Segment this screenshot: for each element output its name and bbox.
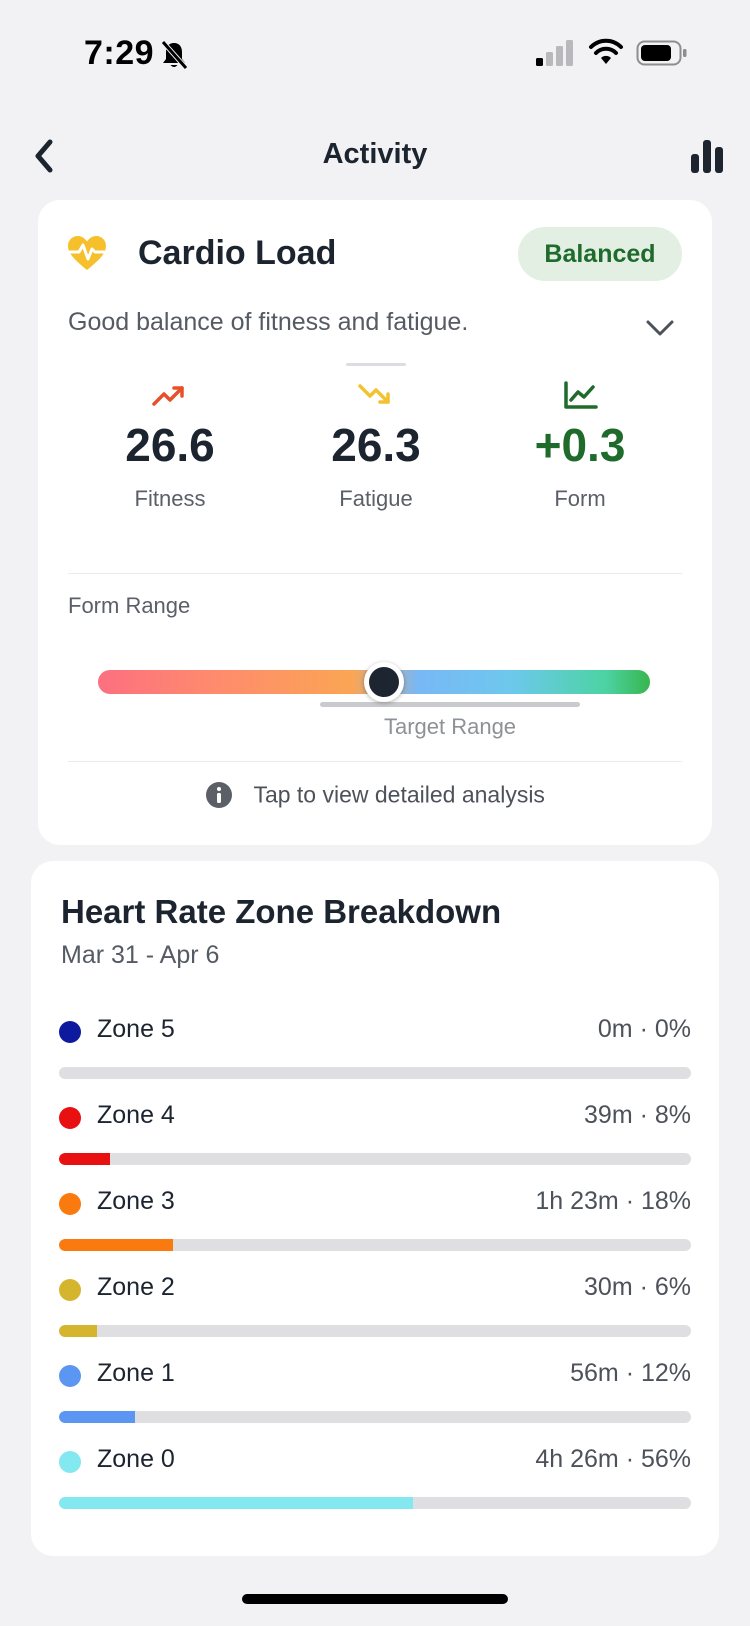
zone-progress-track (59, 1325, 691, 1337)
zone-name: Zone 1 (97, 1359, 175, 1387)
zone-row: Zone 0 4h 26m · 56% (59, 1439, 691, 1519)
fitness-value: 26.6 (125, 419, 215, 471)
zone-progress-fill (59, 1239, 173, 1251)
fatigue-value: 26.3 (331, 419, 421, 471)
metric-fatigue: 26.3 Fatigue (276, 380, 476, 512)
home-indicator[interactable] (242, 1594, 508, 1604)
cardio-load-title: Cardio Load (138, 234, 337, 272)
zone-name: Zone 4 (97, 1101, 175, 1129)
metric-form: +0.3 Form (480, 380, 680, 512)
zone-progress-track (59, 1411, 691, 1423)
zone-progress-fill (59, 1325, 97, 1337)
status-badge: Balanced (518, 227, 682, 281)
form-label: Form (554, 486, 606, 511)
zone-progress-fill (59, 1411, 135, 1423)
form-range-label: Form Range (68, 593, 191, 618)
nav-bar: Activity (0, 118, 750, 198)
zone-row: Zone 1 56m · 12% (59, 1353, 691, 1433)
fitness-label: Fitness (134, 486, 206, 511)
line-chart-icon (564, 381, 598, 409)
drag-handle (346, 363, 406, 366)
fatigue-label: Fatigue (339, 486, 413, 511)
chevron-down-icon[interactable] (644, 318, 676, 338)
hr-zone-date-range: Mar 31 - Apr 6 (61, 941, 220, 969)
cellular-signal-icon (536, 40, 573, 66)
zone-color-dot (59, 1021, 81, 1043)
cardio-load-description: Good balance of fitness and fatigue. (68, 308, 469, 336)
trending-down-icon (358, 384, 390, 404)
zone-progress-fill (59, 1153, 110, 1165)
wifi-icon (589, 38, 623, 64)
zone-row: Zone 3 1h 23m · 18% (59, 1181, 691, 1261)
zone-name: Zone 5 (97, 1015, 175, 1043)
detailed-analysis-link[interactable]: Tap to view detailed analysis (38, 780, 712, 809)
zone-row: Zone 5 0m · 0% (59, 1009, 691, 1089)
zone-color-dot (59, 1107, 81, 1129)
trending-up-icon (152, 386, 184, 406)
bell-muted-icon (161, 40, 188, 70)
zone-name: Zone 3 (97, 1187, 175, 1215)
cardio-load-card[interactable]: Cardio Load Balanced Good balance of fit… (38, 200, 712, 845)
zone-value: 1h 23m · 18% (535, 1187, 691, 1215)
hr-zone-card: Heart Rate Zone Breakdown Mar 31 - Apr 6… (31, 861, 719, 1556)
zone-color-dot (59, 1279, 81, 1301)
zone-color-dot (59, 1365, 81, 1387)
zone-row: Zone 4 39m · 8% (59, 1095, 691, 1175)
zone-progress-track (59, 1497, 691, 1509)
form-value: +0.3 (534, 419, 626, 471)
hr-zone-title: Heart Rate Zone Breakdown (61, 893, 502, 930)
zone-row: Zone 2 30m · 6% (59, 1267, 691, 1347)
zone-progress-track (59, 1067, 691, 1079)
page-title: Activity (322, 138, 428, 170)
zone-color-dot (59, 1193, 81, 1215)
divider (68, 573, 682, 574)
zone-progress-track (59, 1239, 691, 1251)
info-icon (206, 781, 233, 808)
battery-icon (636, 40, 687, 66)
status-bar: 7:29 (0, 0, 750, 110)
metric-fitness: 26.6 Fitness (70, 380, 270, 512)
zone-value: 4h 26m · 56% (535, 1445, 691, 1473)
zone-value: 56m · 12% (570, 1359, 691, 1387)
target-range-indicator (320, 702, 580, 707)
zone-progress-track (59, 1153, 691, 1165)
zone-name: Zone 2 (97, 1273, 175, 1301)
status-time: 7:29 (84, 34, 155, 72)
form-range-knob (364, 662, 404, 702)
zone-value: 30m · 6% (584, 1273, 691, 1301)
heart-pulse-icon (68, 236, 106, 270)
zone-value: 0m · 0% (597, 1015, 691, 1043)
back-chevron-icon[interactable] (26, 136, 66, 176)
zone-color-dot (59, 1451, 81, 1473)
zone-progress-fill (59, 1497, 413, 1509)
tap-hint-text: Tap to view detailed analysis (253, 781, 545, 808)
divider (68, 761, 682, 762)
zone-value: 39m · 8% (584, 1101, 691, 1129)
bar-chart-icon[interactable] (690, 138, 724, 174)
target-range-label: Target Range (383, 714, 517, 739)
zone-name: Zone 0 (97, 1445, 175, 1473)
